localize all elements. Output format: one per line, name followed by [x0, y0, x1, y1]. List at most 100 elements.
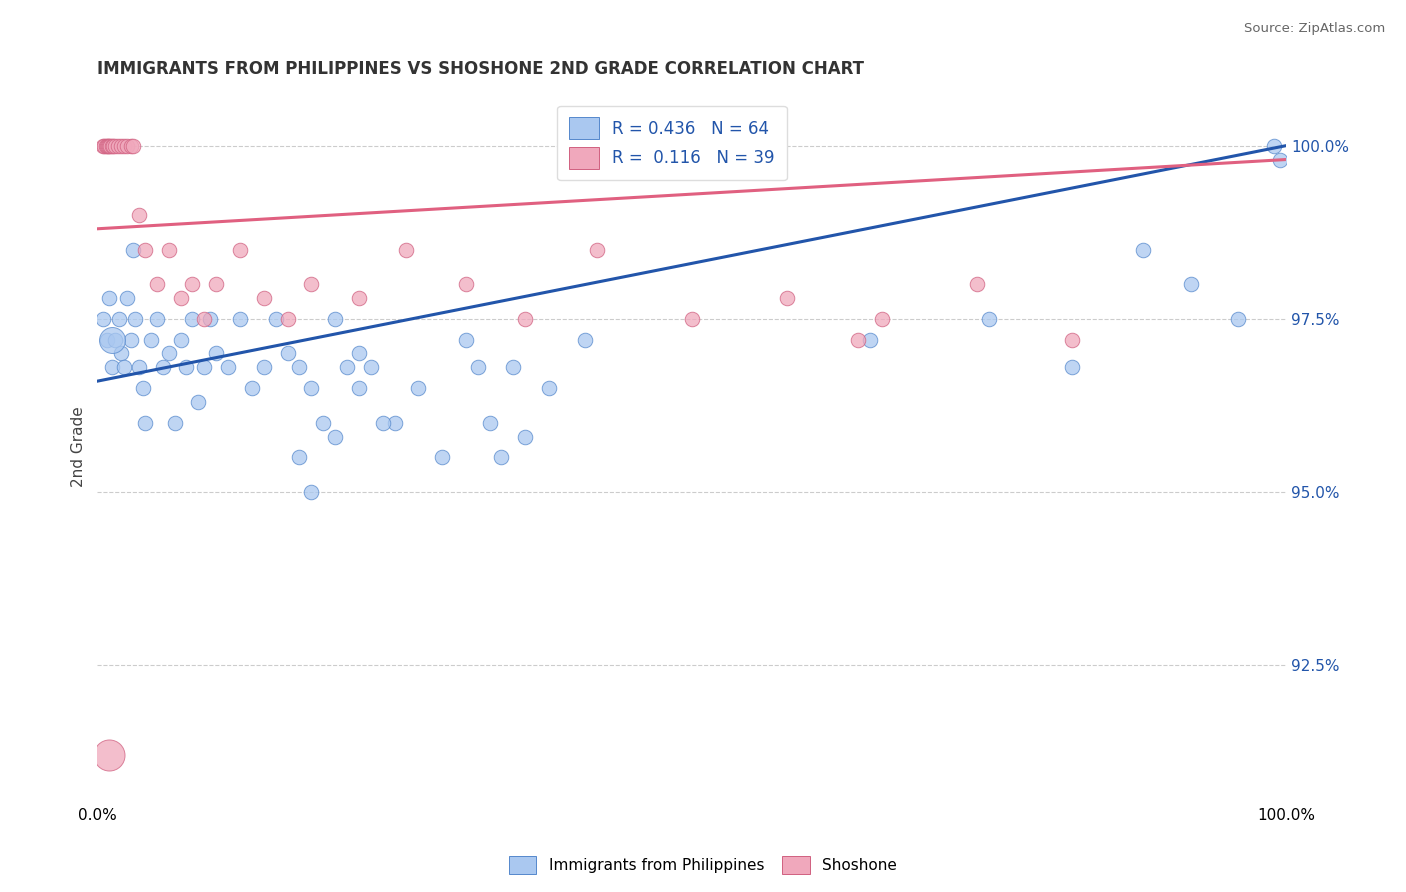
- Point: [537, 381, 560, 395]
- Point: [96, 333, 118, 347]
- Point: [299, 485, 322, 500]
- Point: [112, 138, 135, 153]
- Text: Source: ZipAtlas.com: Source: ZipAtlas.com: [1244, 22, 1385, 36]
- Legend: R = 0.436   N = 64, R =  0.116   N = 39: R = 0.436 N = 64, R = 0.116 N = 39: [557, 106, 786, 180]
- Point: [585, 243, 607, 257]
- Point: [157, 243, 180, 257]
- Point: [91, 138, 114, 153]
- Point: [371, 416, 394, 430]
- Point: [100, 360, 122, 375]
- Point: [277, 311, 299, 326]
- Point: [323, 311, 346, 326]
- Point: [1180, 277, 1202, 292]
- Point: [97, 138, 120, 153]
- Point: [347, 381, 370, 395]
- Point: [323, 429, 346, 443]
- Point: [467, 360, 489, 375]
- Point: [131, 381, 153, 395]
- Point: [229, 311, 252, 326]
- Point: [120, 333, 142, 347]
- Point: [122, 138, 145, 153]
- Point: [229, 243, 252, 257]
- Point: [152, 360, 174, 375]
- Point: [406, 381, 429, 395]
- Point: [122, 243, 145, 257]
- Point: [277, 346, 299, 360]
- Point: [93, 138, 115, 153]
- Point: [128, 208, 150, 222]
- Point: [395, 243, 418, 257]
- Point: [217, 360, 239, 375]
- Point: [91, 311, 114, 326]
- Point: [157, 346, 180, 360]
- Point: [299, 381, 322, 395]
- Point: [146, 311, 169, 326]
- Point: [299, 277, 322, 292]
- Point: [193, 311, 215, 326]
- Point: [101, 138, 124, 153]
- Point: [107, 138, 129, 153]
- Point: [240, 381, 263, 395]
- Point: [120, 138, 142, 153]
- Point: [134, 243, 156, 257]
- Point: [681, 311, 703, 326]
- Point: [94, 138, 117, 153]
- Point: [128, 360, 150, 375]
- Point: [454, 277, 477, 292]
- Point: [478, 416, 501, 430]
- Point: [1263, 138, 1285, 153]
- Point: [115, 291, 138, 305]
- Point: [100, 333, 122, 347]
- Point: [98, 138, 121, 153]
- Point: [312, 416, 335, 430]
- Point: [139, 333, 162, 347]
- Point: [98, 291, 121, 305]
- Point: [98, 748, 121, 763]
- Point: [110, 138, 132, 153]
- Text: IMMIGRANTS FROM PHILIPPINES VS SHOSHONE 2ND GRADE CORRELATION CHART: IMMIGRANTS FROM PHILIPPINES VS SHOSHONE …: [97, 60, 865, 78]
- Point: [336, 360, 359, 375]
- Point: [574, 333, 596, 347]
- Point: [288, 360, 311, 375]
- Point: [870, 311, 893, 326]
- Point: [193, 360, 215, 375]
- Point: [288, 450, 311, 465]
- Legend: Immigrants from Philippines, Shoshone: Immigrants from Philippines, Shoshone: [503, 850, 903, 880]
- Point: [846, 333, 869, 347]
- Point: [502, 360, 524, 375]
- Point: [96, 138, 118, 153]
- Point: [115, 138, 138, 153]
- Point: [253, 291, 276, 305]
- Point: [384, 416, 406, 430]
- Point: [264, 311, 287, 326]
- Point: [104, 333, 127, 347]
- Point: [454, 333, 477, 347]
- Point: [515, 429, 537, 443]
- Point: [491, 450, 513, 465]
- Point: [776, 291, 799, 305]
- Point: [187, 395, 209, 409]
- Point: [347, 291, 370, 305]
- Point: [205, 277, 228, 292]
- Point: [200, 311, 222, 326]
- Point: [966, 277, 988, 292]
- Point: [124, 311, 146, 326]
- Point: [169, 291, 191, 305]
- Point: [1060, 360, 1083, 375]
- Point: [1132, 243, 1154, 257]
- Point: [205, 346, 228, 360]
- Point: [110, 346, 132, 360]
- Point: [163, 416, 186, 430]
- Point: [253, 360, 276, 375]
- Point: [181, 277, 204, 292]
- Point: [859, 333, 882, 347]
- Point: [360, 360, 382, 375]
- Point: [134, 416, 156, 430]
- Point: [977, 311, 1000, 326]
- Point: [1060, 333, 1083, 347]
- Point: [169, 333, 191, 347]
- Point: [100, 138, 122, 153]
- Point: [100, 138, 122, 153]
- Point: [176, 360, 198, 375]
- Point: [104, 138, 127, 153]
